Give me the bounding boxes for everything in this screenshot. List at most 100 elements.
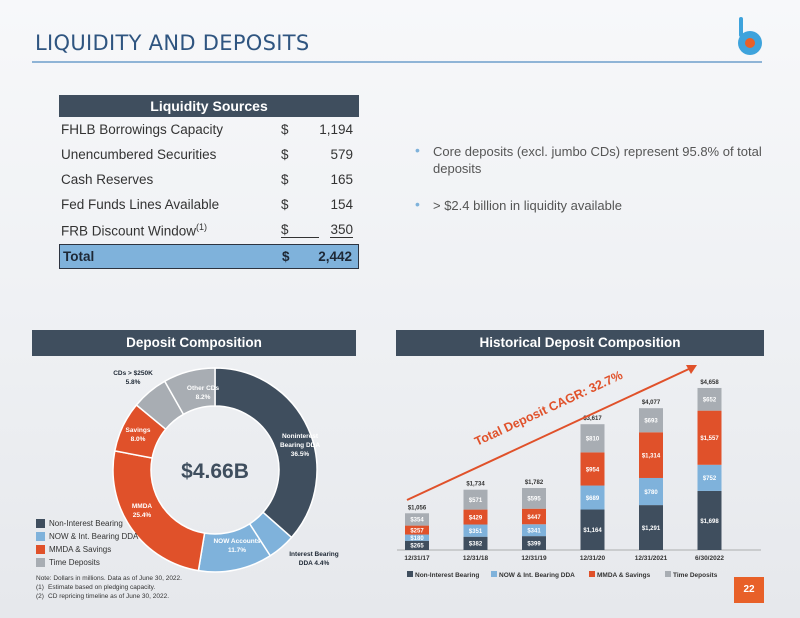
liquidity-row: Cash Reserves $ 165 — [59, 167, 359, 192]
donut-slice — [214, 367, 318, 539]
page-number: 22 — [734, 577, 764, 603]
legend-item: MMDA & Savings — [36, 545, 138, 557]
bar-segment — [639, 505, 663, 550]
bar-segment — [405, 513, 429, 526]
bar-segment-label: $693 — [644, 419, 658, 425]
liquidity-header: Liquidity Sources — [59, 95, 359, 117]
donut-slice — [163, 367, 216, 416]
bar-segment — [639, 432, 663, 478]
x-tick-label: 12/31/20 — [580, 555, 606, 562]
total-value: 2,442 — [318, 249, 352, 264]
bar-segment — [522, 488, 546, 509]
cagr-arrow — [406, 367, 692, 501]
bar-segment-label: $429 — [469, 515, 483, 521]
donut-slice-label: DDA 4.4% — [299, 560, 330, 567]
row-currency: $ — [281, 122, 289, 137]
legend-item: Non-Interest Bearing — [36, 519, 138, 531]
bar-segment — [580, 509, 605, 550]
donut-slice-label: 8.0% — [131, 436, 146, 443]
row-value: 154 — [330, 197, 353, 212]
bar-segment-label: $1,314 — [642, 453, 661, 459]
bullet-item: • Core deposits (excl. jumbo CDs) repres… — [413, 142, 763, 177]
bar-segment-label: $180 — [410, 536, 424, 542]
bar-segment-label: $1,291 — [642, 526, 661, 532]
x-tick-label: 12/31/18 — [463, 555, 489, 562]
donut-slice-label: CDs > $250K — [113, 370, 153, 377]
bar-segment — [639, 477, 663, 506]
footnote-text: Note: Dollars in millions. Data as of Ju… — [36, 575, 182, 582]
page-title: LIQUIDITY AND DEPOSITS — [35, 31, 310, 55]
donut-slice-label: Interest Bearing — [289, 551, 339, 558]
x-tick-label: 12/31/19 — [521, 555, 547, 562]
row-label: Fed Funds Lines Available — [61, 197, 220, 212]
title-rule — [32, 61, 762, 63]
row-footnote: (1) — [196, 222, 208, 232]
legend-label: MMDA & Savings — [597, 572, 651, 579]
legend-swatch — [665, 571, 671, 577]
row-value: 1,194 — [319, 122, 353, 137]
footnotes: Note: Dollars in millions. Data as of Ju… — [36, 574, 182, 601]
bar-total-label: $1,734 — [466, 482, 485, 488]
bar-segment-label: $595 — [527, 497, 541, 503]
footnote-num: (1) — [36, 584, 44, 591]
bar-segment — [697, 410, 722, 465]
liquidity-row: Fed Funds Lines Available $ 154 — [59, 192, 359, 217]
brand-logo-icon — [738, 17, 762, 55]
liquidity-total-row: Total $ 2,442 — [59, 244, 359, 269]
bar-total-label: $1,782 — [525, 480, 544, 486]
deposit-composition-header: Deposit Composition — [32, 330, 356, 356]
row-label: Unencumbered Securities — [61, 147, 217, 162]
footnote: (1) Estimate based on pledging capacity. — [36, 583, 182, 592]
row-value: 579 — [330, 147, 353, 162]
bar-segment — [463, 536, 488, 550]
footnote: Note: Dollars in millions. Data as of Ju… — [36, 574, 182, 583]
donut-slice-label: Other CDs — [187, 385, 220, 392]
bar-segment-label: $954 — [586, 467, 600, 473]
legend-label: Time Deposits — [49, 558, 100, 567]
footnote-text: CD repricing timeline as of June 30, 202… — [48, 593, 170, 600]
bar-segment-label: $810 — [586, 437, 600, 443]
cagr-arrowhead-icon — [686, 365, 697, 374]
total-currency: $ — [282, 249, 290, 264]
legend-swatch — [36, 558, 45, 568]
bar-segment-label: $257 — [410, 528, 424, 534]
footnote-num: (2) — [36, 593, 44, 600]
donut-slice-label: 36.5% — [291, 451, 310, 458]
row-currency: $ — [281, 147, 289, 162]
bar-segment-label: $341 — [527, 528, 541, 534]
bar-segment-label: $652 — [703, 398, 717, 404]
bar-segment-label: $382 — [469, 542, 483, 548]
bar-segment-label: $351 — [469, 529, 483, 535]
bar-segment-label: $399 — [527, 541, 541, 547]
legend-swatch — [407, 571, 413, 577]
donut-slice-label: 5.8% — [126, 379, 141, 386]
bar-segment — [697, 464, 722, 491]
bar-segment-label: $1,557 — [700, 436, 719, 442]
legend-label: Non-Interest Bearing — [415, 572, 479, 579]
bar-segment-label: $780 — [644, 490, 658, 496]
legend-label: Non-Interest Bearing — [49, 519, 123, 528]
bullet-text: Core deposits (excl. jumbo CDs) represen… — [433, 144, 762, 176]
legend-label: NOW & Int. Bearing DDA — [499, 572, 575, 579]
donut-slice-label: 25.4% — [133, 512, 152, 519]
historical-composition-header: Historical Deposit Composition — [396, 330, 764, 356]
bar-total-label: $1,056 — [408, 505, 427, 511]
legend-swatch — [36, 519, 45, 529]
legend-swatch — [589, 571, 595, 577]
bullet-dot-icon: • — [415, 142, 420, 158]
bar-segment-label: $689 — [586, 496, 600, 502]
bar-segment — [405, 540, 429, 550]
bar-segment — [463, 509, 488, 525]
bar-segment — [580, 424, 605, 453]
bullet-text: > $2.4 billion in liquidity available — [433, 198, 622, 213]
bar-segment-label: $1,698 — [700, 519, 719, 525]
bar-segment-label: $265 — [410, 544, 424, 550]
bar-segment — [463, 524, 488, 537]
row-label-text: FRB Discount Window — [61, 223, 197, 239]
bullet-dot-icon: • — [415, 196, 420, 212]
legend-label: Time Deposits — [673, 572, 718, 579]
bar-segment-label: $752 — [703, 476, 717, 482]
bar-segment-label: $1,164 — [583, 528, 602, 534]
legend-label: NOW & Int. Bearing DDA — [49, 532, 139, 541]
liquidity-row: Unencumbered Securities $ 579 — [59, 142, 359, 167]
